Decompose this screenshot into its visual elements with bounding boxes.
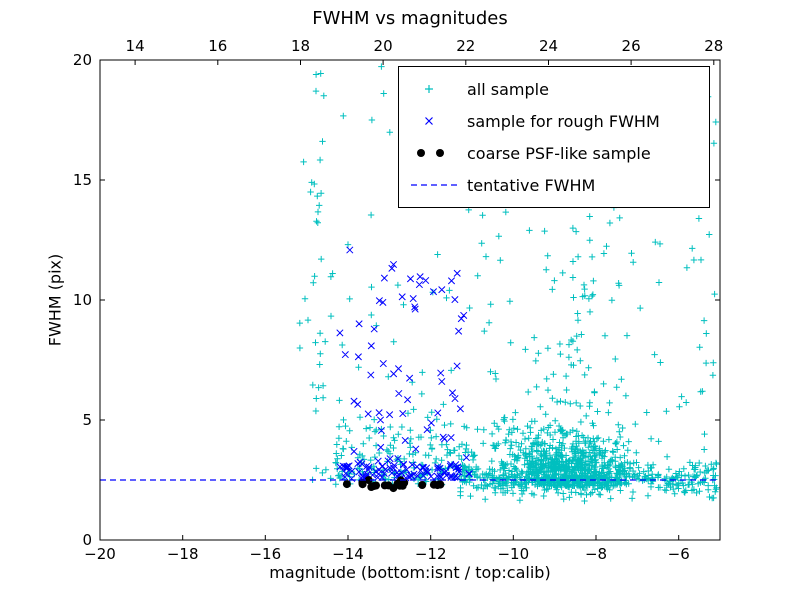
svg-text:26: 26 [622,37,641,55]
plot-data-region [100,63,720,505]
svg-text:5: 5 [82,411,92,429]
svg-text:−14: −14 [332,545,364,563]
dashed-line-icon [411,184,459,186]
dot-icon [417,149,444,157]
svg-text:−16: −16 [249,545,281,563]
legend-label: coarse PSF-like sample [467,143,651,163]
svg-text:20: 20 [374,37,393,55]
legend-entry: tentative FWHM [409,169,699,201]
svg-text:−10: −10 [497,545,529,563]
svg-text:−8: −8 [585,545,607,563]
legend-entry: sample for rough FWHM [409,105,699,137]
series-cross [336,246,473,483]
svg-text:−6: −6 [668,545,690,563]
svg-text:18: 18 [291,37,310,55]
svg-text:24: 24 [539,37,558,55]
svg-text:10: 10 [73,291,92,309]
svg-text:14: 14 [126,37,145,55]
cross-icon [425,117,433,125]
svg-text:28: 28 [704,37,723,55]
legend-label: all sample [467,79,549,99]
svg-text:−18: −18 [167,545,199,563]
chart-title: FWHM vs magnitudes [312,8,508,29]
y-axis-label: FWHM (pix) [45,253,65,347]
svg-text:−12: −12 [415,545,447,563]
series-plus [296,63,720,505]
svg-text:0: 0 [82,531,92,549]
svg-text:15: 15 [73,171,92,189]
legend-label: tentative FWHM [467,175,596,195]
legend-label: sample for rough FWHM [467,111,660,131]
plus-icon [425,85,433,93]
legend-entry: all sample [409,73,699,105]
axis-ticks: −20 −18 −16 −14 −12 −10 −8 −6 14 16 18 20 22 24 26 28 0 5… [73,37,723,563]
legend-entry: coarse PSF-like sample [409,137,699,169]
legend: all sample sample for rough FWHM coarse PS… [398,66,710,208]
svg-text:−20: −20 [84,545,116,563]
x-axis-label: magnitude (bottom:isnt / top:calib) [269,563,551,582]
series-dot [342,476,445,493]
svg-text:20: 20 [73,51,92,69]
svg-text:16: 16 [208,37,227,55]
svg-text:22: 22 [456,37,475,55]
